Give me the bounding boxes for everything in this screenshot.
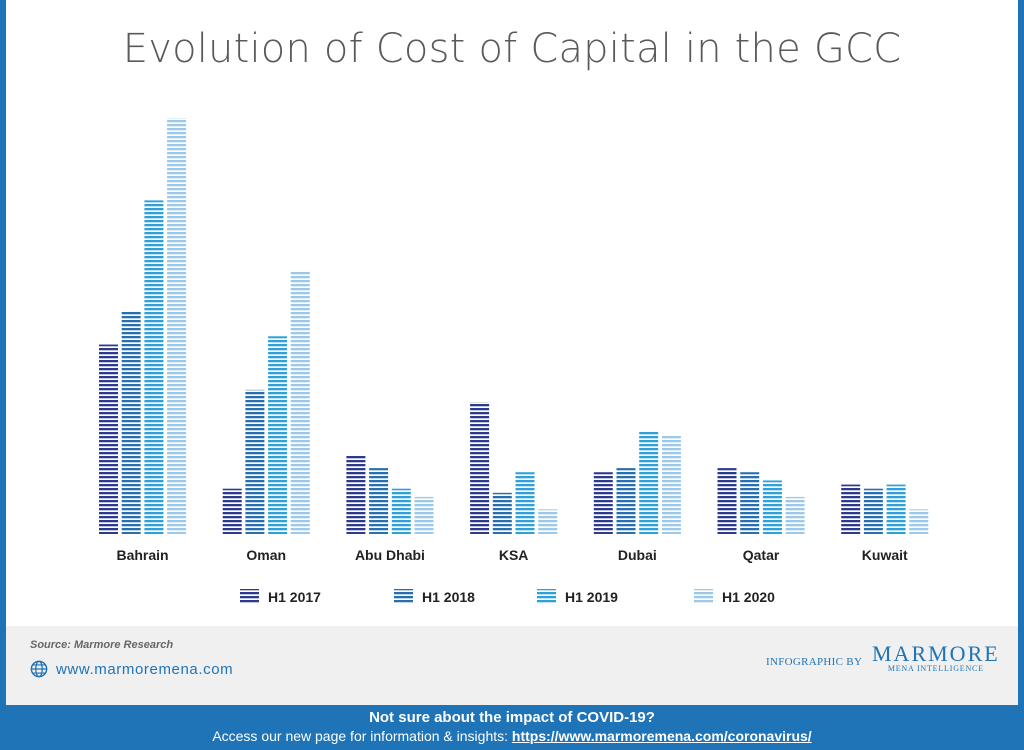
- bar-kuwait-h1-2017: [841, 484, 861, 534]
- bar-abu-dhabi-h1-2019: [391, 488, 411, 534]
- banner-text: Access our new page for information & in…: [212, 728, 509, 744]
- left-border: [0, 0, 6, 705]
- legend-swatch: [240, 589, 259, 604]
- legend-swatch: [394, 589, 413, 604]
- bar-ksa-h1-2020: [538, 509, 558, 534]
- bar-qatar-h1-2019: [762, 480, 782, 534]
- bar-bahrain-h1-2019: [144, 200, 164, 535]
- bar-abu-dhabi-h1-2018: [369, 468, 389, 534]
- bar-abu-dhabi-h1-2017: [346, 455, 366, 534]
- chart-title: Evolution of Cost of Capital in the GCC: [122, 26, 902, 72]
- bar-bahrain-h1-2017: [99, 344, 118, 534]
- website-text: www.marmoremena.com: [56, 660, 234, 678]
- bar-oman-h1-2017: [222, 488, 242, 534]
- bar-kuwait-h1-2020: [909, 509, 929, 534]
- bar-dubai-h1-2020: [661, 435, 681, 534]
- infographic-by-label: INFOGRAPHIC BY: [766, 656, 863, 668]
- category-label: Abu Dhabi: [355, 547, 425, 563]
- category-label: Bahrain: [116, 547, 168, 563]
- bar-dubai-h1-2018: [616, 468, 636, 534]
- category-label: KSA: [499, 547, 529, 563]
- banner-heading: Not sure about the impact of COVID-19?: [369, 709, 655, 726]
- category-labels: Bahrain Oman Abu Dhabi KSA Dubai Qatar Kuwait: [116, 547, 908, 563]
- bar-qatar-h1-2020: [785, 496, 805, 534]
- bar-qatar-h1-2017: [717, 468, 737, 534]
- bar-dubai-h1-2019: [639, 431, 659, 534]
- coronavirus-link[interactable]: https://www.marmoremena.com/coronavirus/: [511, 728, 812, 744]
- bar-ksa-h1-2017: [470, 402, 490, 534]
- bar-dubai-h1-2017: [593, 472, 613, 534]
- category-label: Dubai: [618, 547, 657, 563]
- covid-banner: Not sure about the impact of COVID-19? A…: [0, 705, 1024, 750]
- bar-ksa-h1-2018: [492, 492, 512, 534]
- marmore-logo: MARMORE MENA INTELLIGENCE: [872, 641, 1000, 673]
- bar-oman-h1-2019: [268, 336, 288, 534]
- category-label: Kuwait: [862, 547, 908, 563]
- bar-ksa-h1-2019: [515, 472, 535, 534]
- logo-sub-text: MENA INTELLIGENCE: [887, 664, 984, 673]
- website-link[interactable]: www.marmoremena.com: [30, 660, 233, 678]
- bar-bahrain-h1-2018: [121, 311, 141, 534]
- category-label: Oman: [246, 547, 286, 563]
- legend-label: H1 2019: [565, 589, 618, 605]
- legend-label: H1 2017: [268, 589, 321, 605]
- globe-icon: [30, 660, 48, 678]
- legend-label: H1 2020: [722, 589, 775, 605]
- bar-chart: Bahrain Oman Abu Dhabi KSA Dubai Qatar Kuwait …: [99, 118, 929, 605]
- bar-kuwait-h1-2018: [863, 488, 883, 534]
- legend-swatch: [537, 589, 556, 604]
- banner-text-line: Access our new page for information & in…: [0, 728, 1024, 744]
- logo-main-text: MARMORE: [872, 641, 1000, 666]
- category-label: Qatar: [743, 547, 780, 563]
- right-border: [1018, 0, 1024, 705]
- bar-oman-h1-2020: [290, 270, 310, 534]
- source-note: Source: Marmore Research: [30, 639, 174, 651]
- bar-kuwait-h1-2019: [886, 484, 906, 534]
- bar-oman-h1-2018: [245, 389, 265, 534]
- legend: H1 2017 H1 2018 H1 2019 H1 2020: [240, 589, 775, 605]
- footer-panel: [6, 626, 1018, 705]
- legend-swatch: [694, 589, 713, 604]
- bar-abu-dhabi-h1-2020: [414, 496, 434, 534]
- legend-label: H1 2018: [422, 589, 475, 605]
- bar-bahrain-h1-2020: [167, 118, 187, 534]
- bar-qatar-h1-2018: [740, 472, 760, 534]
- bars-group: [99, 118, 929, 535]
